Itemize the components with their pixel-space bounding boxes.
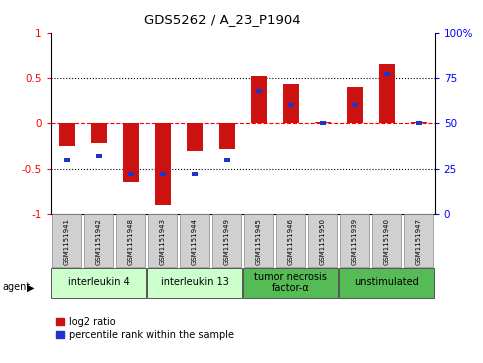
Bar (411, 122, 426, 123)
FancyBboxPatch shape (244, 214, 273, 267)
FancyBboxPatch shape (340, 268, 434, 298)
FancyBboxPatch shape (276, 214, 305, 267)
Bar (315, 122, 331, 123)
Bar (123, 123, 139, 183)
FancyBboxPatch shape (308, 214, 337, 267)
Legend: log2 ratio, percentile rank within the sample: log2 ratio, percentile rank within the s… (56, 317, 234, 340)
Text: GSM1151946: GSM1151946 (288, 218, 294, 265)
Text: GSM1151939: GSM1151939 (352, 218, 358, 265)
Text: GSM1151941: GSM1151941 (64, 218, 70, 265)
Text: GSM1151948: GSM1151948 (128, 218, 134, 265)
FancyBboxPatch shape (85, 214, 113, 267)
Bar (91, 123, 107, 143)
Bar (224, 158, 229, 162)
Bar (64, 158, 70, 162)
FancyBboxPatch shape (372, 214, 401, 267)
Text: interleukin 4: interleukin 4 (68, 277, 129, 287)
Bar (283, 85, 298, 123)
Text: GSM1151942: GSM1151942 (96, 218, 102, 265)
Bar (256, 89, 262, 93)
Text: GSM1151947: GSM1151947 (416, 218, 422, 265)
Text: ▶: ▶ (27, 282, 34, 293)
Bar (347, 87, 363, 123)
FancyBboxPatch shape (116, 214, 145, 267)
Bar (384, 72, 390, 77)
Text: GSM1151940: GSM1151940 (384, 218, 390, 265)
FancyBboxPatch shape (243, 268, 338, 298)
Text: agent: agent (2, 282, 30, 293)
Bar (160, 172, 166, 176)
Bar (187, 123, 203, 151)
Text: GSM1151945: GSM1151945 (256, 218, 262, 265)
Text: unstimulated: unstimulated (355, 277, 419, 287)
FancyBboxPatch shape (341, 214, 369, 267)
FancyBboxPatch shape (51, 268, 146, 298)
Bar (320, 121, 326, 126)
Bar (59, 123, 75, 146)
Bar (352, 103, 357, 107)
FancyBboxPatch shape (180, 214, 209, 267)
Bar (379, 65, 395, 123)
Bar (96, 154, 101, 158)
Bar (192, 172, 198, 176)
Text: GDS5262 / A_23_P1904: GDS5262 / A_23_P1904 (144, 13, 300, 26)
Text: GSM1151949: GSM1151949 (224, 218, 230, 265)
FancyBboxPatch shape (148, 214, 177, 267)
Bar (128, 172, 134, 176)
Bar (288, 103, 294, 107)
Text: GSM1151944: GSM1151944 (192, 218, 198, 265)
Text: tumor necrosis
factor-α: tumor necrosis factor-α (254, 272, 327, 293)
FancyBboxPatch shape (404, 214, 433, 267)
Text: GSM1151943: GSM1151943 (160, 218, 166, 265)
Bar (416, 121, 422, 126)
FancyBboxPatch shape (147, 268, 242, 298)
Bar (251, 76, 267, 123)
Text: GSM1151950: GSM1151950 (320, 218, 326, 265)
FancyBboxPatch shape (213, 214, 241, 267)
Bar (155, 123, 170, 205)
Bar (219, 123, 235, 149)
FancyBboxPatch shape (52, 214, 81, 267)
Text: interleukin 13: interleukin 13 (161, 277, 228, 287)
